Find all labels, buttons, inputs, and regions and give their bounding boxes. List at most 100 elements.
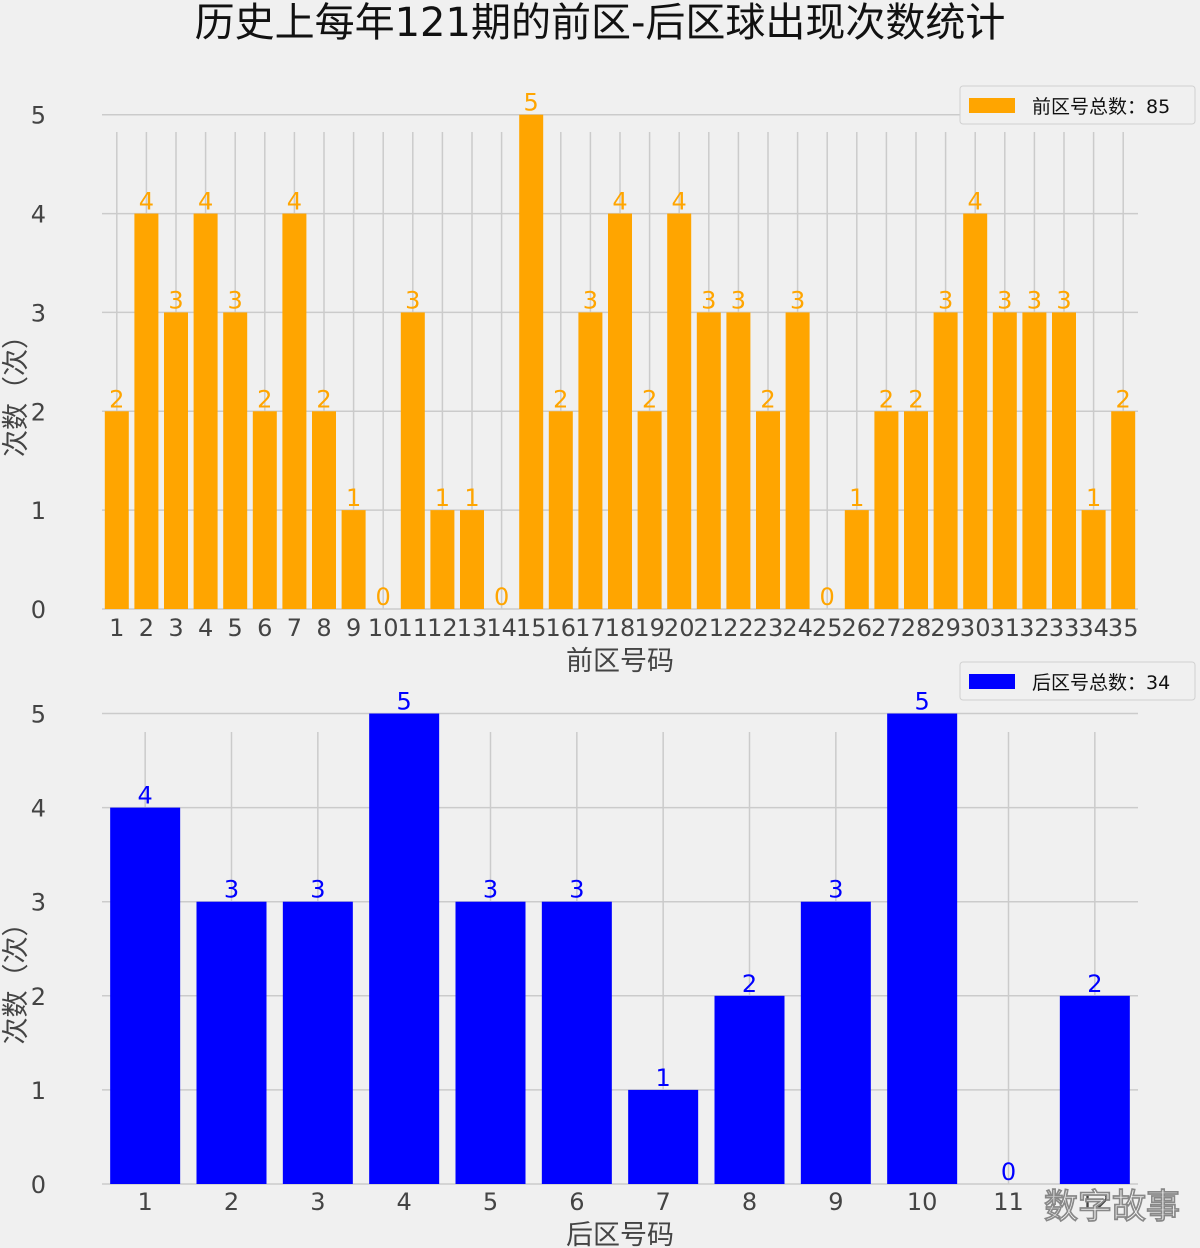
legend-swatch [969, 674, 1015, 689]
bar-value-label: 0 [494, 583, 509, 611]
bar-value-label: 4 [612, 188, 627, 216]
back-zone-chart: 012345413233543536172839510011212后区号码次数（… [1, 661, 1196, 1248]
bar [223, 312, 248, 609]
bar [608, 213, 632, 610]
bar-value-label: 3 [224, 876, 239, 904]
bar-value-label: 1 [435, 484, 450, 512]
bar [164, 312, 188, 609]
bar-value-label: 2 [642, 385, 657, 413]
bar-value-label: 3 [828, 876, 843, 904]
x-tick-label: 27 [871, 614, 902, 642]
bar-value-label: 4 [968, 188, 983, 216]
legend-swatch [969, 98, 1015, 113]
y-tick-label: 2 [31, 398, 46, 426]
bar-value-label: 3 [483, 876, 498, 904]
y-tick-label: 2 [31, 983, 46, 1011]
x-tick-label: 26 [842, 614, 873, 642]
bar-value-label: 3 [790, 286, 805, 314]
bar [1111, 411, 1136, 609]
bar [887, 713, 958, 1184]
bar [637, 411, 662, 609]
x-tick-label: 15 [516, 614, 547, 642]
bar [756, 411, 780, 609]
x-tick-label: 14 [486, 614, 517, 642]
x-tick-label: 25 [812, 614, 843, 642]
x-tick-label: 13 [457, 614, 488, 642]
y-tick-label: 4 [31, 201, 46, 229]
bar [460, 510, 484, 609]
x-tick-label: 17 [575, 614, 606, 642]
x-tick-label: 12 [427, 614, 458, 642]
bar-value-label: 3 [405, 286, 420, 314]
front-zone-chart: 0123452142334435264728190103111121130145… [1, 85, 1196, 677]
bar-value-label: 3 [583, 286, 598, 314]
x-tick-label: 8 [742, 1188, 757, 1216]
x-tick-label: 32 [1019, 614, 1050, 642]
x-tick-label: 11 [993, 1188, 1024, 1216]
y-tick-label: 5 [31, 701, 46, 729]
bar [341, 510, 366, 609]
bar-value-label: 5 [397, 688, 412, 716]
bar [578, 312, 603, 609]
x-tick-label: 9 [346, 614, 361, 642]
bar-value-label: 3 [1027, 286, 1042, 314]
x-tick-label: 18 [605, 614, 636, 642]
bar-value-label: 1 [464, 484, 479, 512]
bar-value-label: 2 [908, 385, 923, 413]
watermark: 数字故事 [1044, 1187, 1180, 1227]
y-tick-label: 3 [31, 889, 46, 917]
bar [519, 114, 544, 609]
legend-box [959, 661, 1196, 701]
bar [963, 213, 988, 610]
chart-title: 历史上每年121期的前区-后区球出现次数统计 [195, 0, 1006, 46]
x-tick-label: 34 [1078, 614, 1109, 642]
x-tick-label: 22 [723, 614, 754, 642]
bar [844, 510, 869, 609]
x-tick-label: 7 [656, 1188, 671, 1216]
bar-value-label: 1 [656, 1064, 671, 1092]
legend-box [959, 85, 1196, 125]
x-tick-label: 11 [398, 614, 429, 642]
x-tick-label: 16 [546, 614, 577, 642]
bar [992, 312, 1017, 609]
bar-value-label: 3 [168, 286, 183, 314]
bar [874, 411, 899, 609]
bar-value-label: 1 [849, 484, 864, 512]
x-tick-label: 5 [228, 614, 243, 642]
bar-value-label: 3 [228, 286, 243, 314]
bar-value-label: 2 [1087, 970, 1102, 998]
y-axis-label: 次数（次） [1, 910, 32, 1045]
bar-value-label: 1 [346, 484, 361, 512]
bar-value-label: 3 [310, 876, 325, 904]
x-tick-label: 29 [930, 614, 961, 642]
x-tick-label: 23 [753, 614, 784, 642]
bar [696, 312, 721, 609]
bar [1022, 312, 1047, 609]
legend: 前区号总数：85 [959, 85, 1196, 125]
bar-value-label: 3 [701, 286, 716, 314]
bar-value-label: 2 [109, 385, 124, 413]
bar [800, 901, 871, 1184]
bar [1059, 995, 1130, 1184]
bar [193, 213, 218, 610]
x-tick-label: 30 [960, 614, 991, 642]
bar [282, 901, 353, 1184]
x-tick-label: 20 [664, 614, 695, 642]
y-tick-label: 1 [31, 1077, 46, 1105]
x-tick-label: 35 [1108, 614, 1139, 642]
x-tick-label: 7 [287, 614, 302, 642]
y-tick-label: 4 [31, 795, 46, 823]
x-tick-label: 33 [1049, 614, 1080, 642]
bar-value-label: 3 [997, 286, 1012, 314]
y-tick-label: 0 [31, 596, 46, 624]
bar [455, 901, 526, 1184]
bar-value-label: 1 [1086, 484, 1101, 512]
bar [714, 995, 785, 1184]
bar-value-label: 3 [1056, 286, 1071, 314]
bar-value-label: 4 [139, 188, 154, 216]
bar [312, 411, 336, 609]
bar [369, 713, 440, 1184]
x-tick-label: 1 [109, 614, 124, 642]
x-tick-label: 2 [139, 614, 154, 642]
